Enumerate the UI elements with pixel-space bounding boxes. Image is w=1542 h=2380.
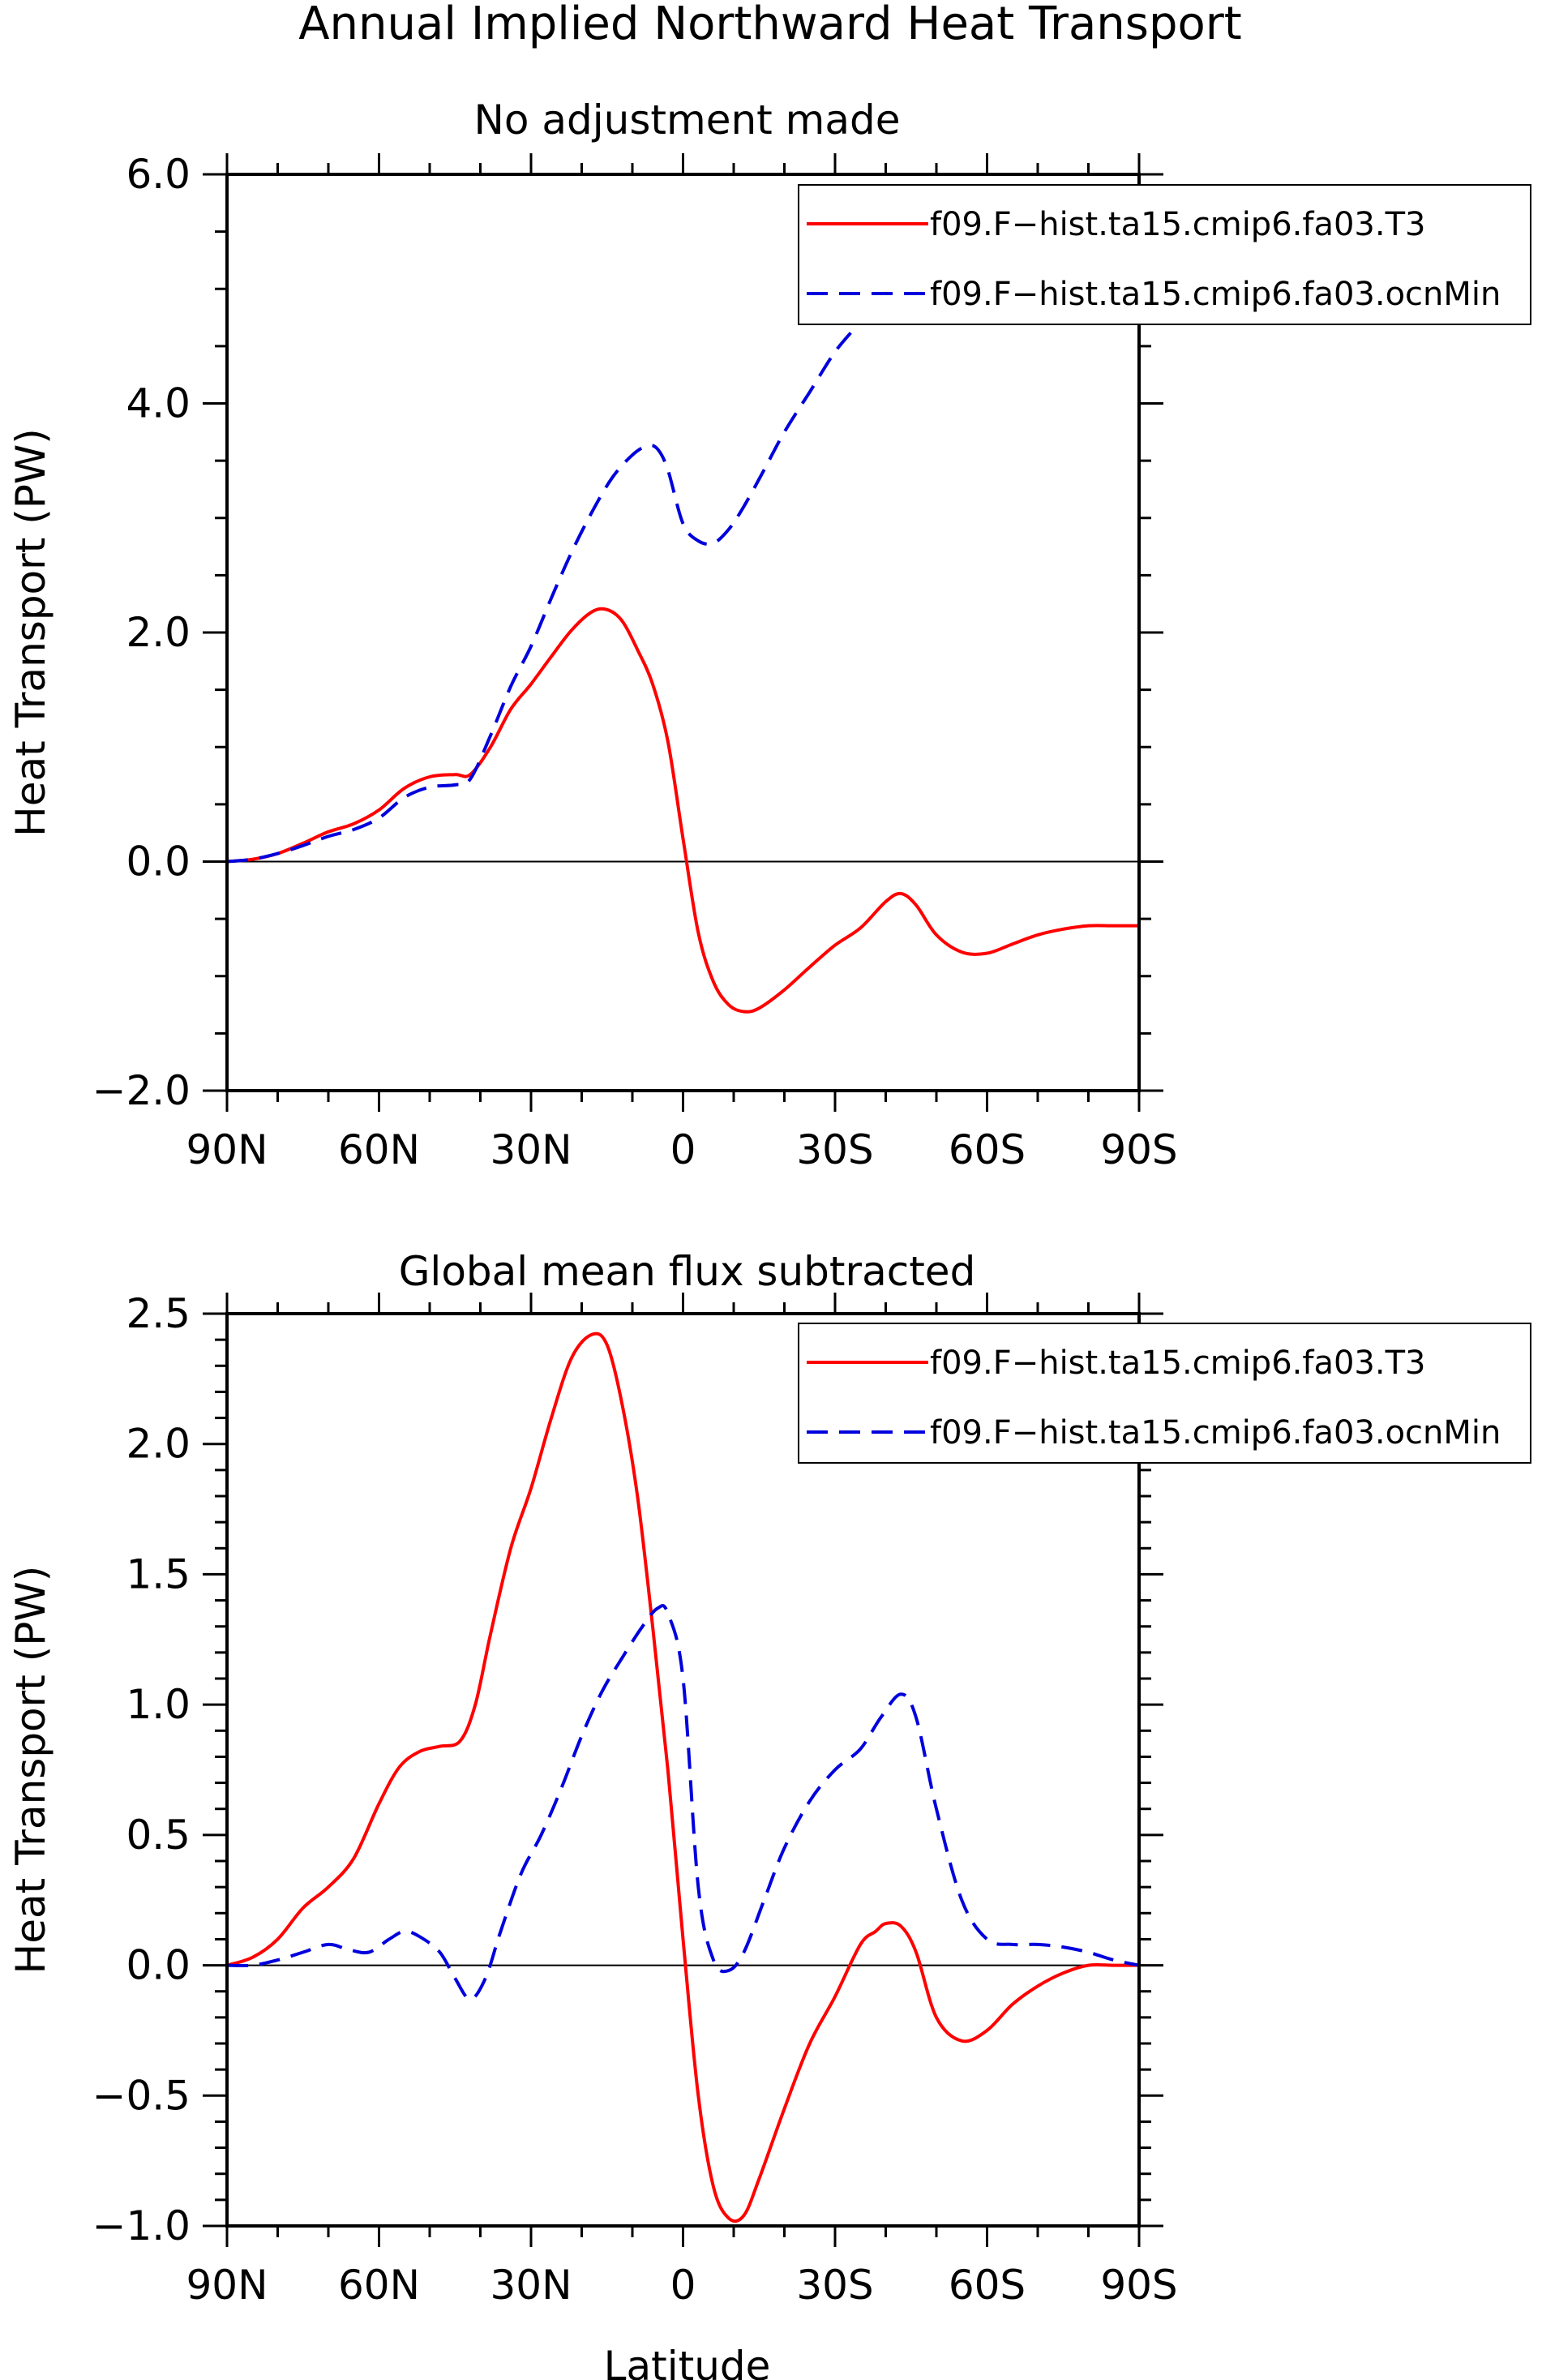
- y-tick-label: 2.0: [126, 609, 191, 656]
- legend-label-2: f09.F−hist.ta15.cmip6.fa03.ocnMin: [930, 276, 1501, 313]
- y-tick-label: 1.5: [126, 1550, 191, 1597]
- y-tick-label: 4.0: [126, 380, 191, 427]
- x-axis-label: Latitude: [604, 2343, 771, 2380]
- x-tick-label: 30N: [490, 1126, 572, 1173]
- y-tick-label: 1.0: [126, 1681, 191, 1728]
- y-tick-label: 0.5: [126, 1812, 191, 1859]
- x-tick-label: 60N: [338, 1126, 420, 1173]
- series-line-1: [226, 1332, 1139, 2223]
- y-tick-label: −2.0: [92, 1067, 191, 1114]
- chart-title: No adjustment made: [473, 96, 900, 144]
- y-tick-label: 0.0: [126, 1942, 191, 1989]
- bottom-chart: Global mean flux subtracted 90N 60N 30N 0 30S…: [7, 1248, 1531, 2380]
- figure-title: Annual Implied Northward Heat Transport: [298, 0, 1242, 50]
- legend-label-1: f09.F−hist.ta15.cmip6.fa03.T3: [930, 1344, 1425, 1382]
- legend-box: [798, 184, 1531, 325]
- y-axis-label: Heat Transport (PW): [7, 1566, 54, 1975]
- x-tick-label: 60S: [949, 2262, 1026, 2309]
- x-tick-label: 60N: [338, 2262, 420, 2309]
- series-line-2: [226, 268, 1139, 864]
- x-tick-label: 90N: [186, 1126, 268, 1173]
- x-tick-label: 30N: [490, 2262, 572, 2309]
- top-chart: No adjustment made 90N 60N 30N 0 30S 60S 90S −2.…: [7, 96, 1531, 1173]
- x-tick-label: 30S: [796, 2262, 873, 2309]
- legend-label-1: f09.F−hist.ta15.cmip6.fa03.T3: [930, 206, 1425, 243]
- x-tick-label: 90N: [186, 2262, 268, 2309]
- y-tick-label: −0.5: [92, 2072, 191, 2119]
- y-tick-label: 0.0: [126, 838, 191, 886]
- y-tick-label: −1.0: [92, 2202, 191, 2249]
- x-tick-label: 0: [670, 1126, 696, 1173]
- x-tick-label: 30S: [796, 1126, 873, 1173]
- chart-title: Global mean flux subtracted: [399, 1248, 976, 1295]
- y-axis-label: Heat Transport (PW): [7, 428, 54, 837]
- series-line-2: [226, 1604, 1140, 2001]
- legend-label-2: f09.F−hist.ta15.cmip6.fa03.ocnMin: [930, 1414, 1501, 1452]
- y-tick-label: 2.0: [126, 1421, 191, 1468]
- x-tick-label: 90S: [1100, 1126, 1177, 1173]
- y-tick-label: 2.5: [126, 1290, 191, 1337]
- x-tick-label: 60S: [949, 1126, 1026, 1173]
- x-tick-label: 0: [670, 2262, 696, 2309]
- x-tick-label: 90S: [1100, 2262, 1177, 2309]
- legend-box: [798, 1323, 1531, 1464]
- series-line-1: [226, 607, 1139, 1014]
- y-tick-label: 6.0: [126, 151, 191, 198]
